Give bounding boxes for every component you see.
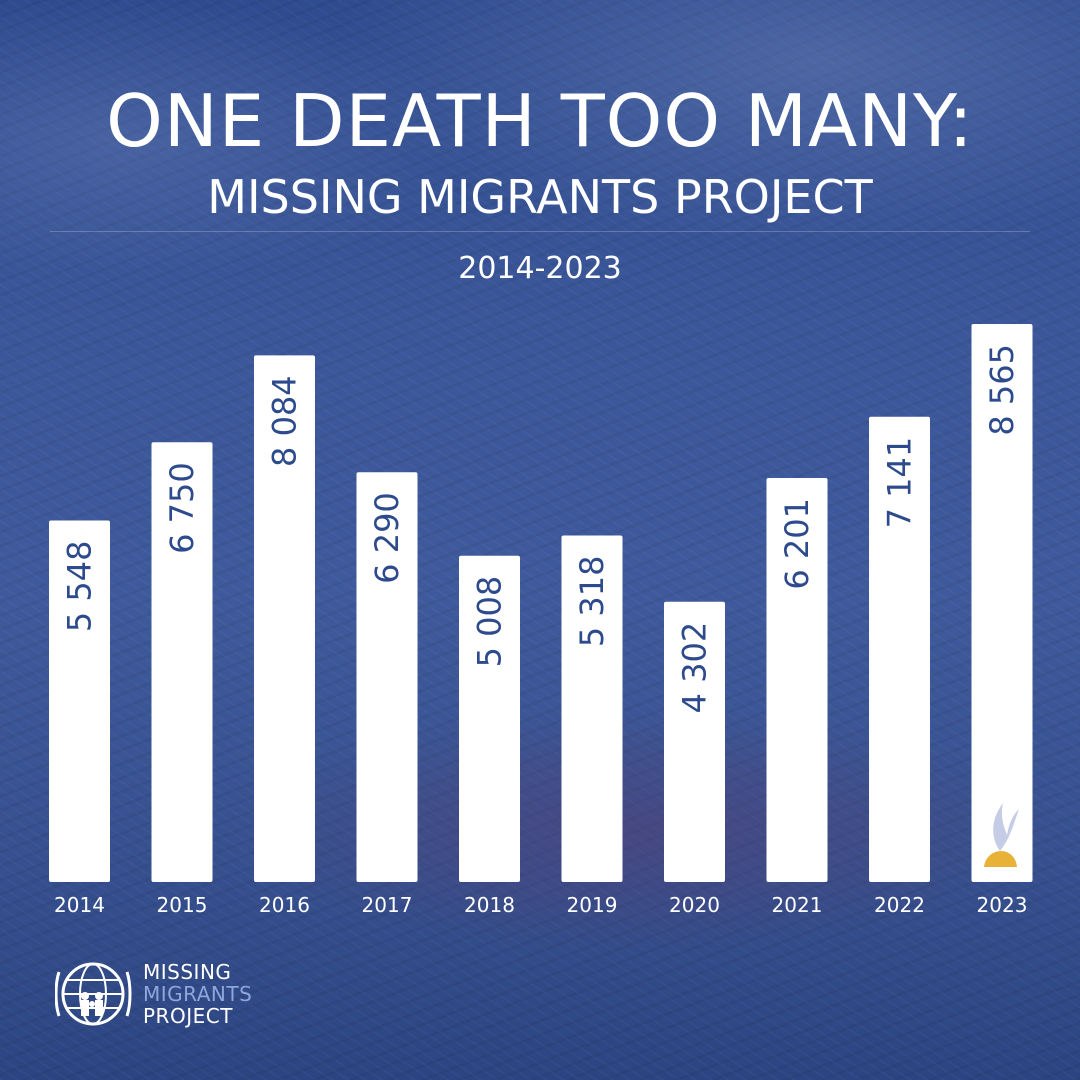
bar-2023 — [971, 324, 1033, 882]
x-axis-tick-labels: 2014 2015 2016 2017 2018 2019 2020 2021 2022 2023 — [54, 893, 1027, 917]
iom-globe-family-icon — [54, 962, 132, 1026]
x-tick-label: 2018 — [464, 893, 515, 917]
x-tick-label: 2017 — [362, 893, 413, 917]
bar-2015 — [151, 442, 213, 882]
bar-2021 — [766, 478, 828, 882]
bar-2022 — [869, 416, 930, 882]
x-tick-label: 2015 — [157, 893, 208, 917]
logo-line-missing: MISSING — [143, 960, 232, 984]
x-tick-label: 2021 — [772, 893, 823, 917]
logo-line-project: PROJECT — [143, 1004, 233, 1028]
bar-2014 — [49, 520, 110, 882]
bar-2018 — [459, 555, 520, 882]
bar-value-label: 5 548 — [61, 541, 99, 633]
bar-value-label: 8 084 — [266, 375, 304, 467]
bar-2016 — [254, 355, 315, 882]
bar-value-label: 6 201 — [778, 498, 816, 590]
bar-value-label: 5 008 — [471, 576, 509, 668]
x-tick-label: 2016 — [259, 893, 310, 917]
page-title: ONE DEATH TOO MANY: — [106, 79, 974, 163]
bar-value-label: 4 302 — [676, 622, 714, 714]
missing-migrants-logo: MISSING MIGRANTS PROJECT — [54, 958, 305, 1030]
bar-value-label: 5 318 — [573, 556, 611, 648]
x-tick-label: 2022 — [874, 893, 925, 917]
title-divider — [50, 231, 1030, 232]
period-label: 2014-2023 — [458, 251, 622, 286]
candle-flame-icon — [984, 803, 1019, 867]
bar-2020 — [664, 601, 725, 882]
logo-line-migrants: MIGRANTS — [143, 982, 253, 1006]
x-tick-label: 2014 — [54, 893, 105, 917]
bar-2019 — [561, 535, 623, 882]
bar-2017 — [356, 472, 418, 882]
x-tick-label: 2019 — [567, 893, 618, 917]
x-tick-label: 2020 — [669, 893, 720, 917]
bar-value-label: 8 565 — [983, 344, 1021, 436]
bar-value-label: 6 750 — [163, 462, 201, 554]
page-subtitle: MISSING MIGRANTS PROJECT — [207, 170, 873, 224]
bar-value-label: 7 141 — [881, 437, 919, 529]
x-tick-label: 2023 — [977, 893, 1028, 917]
bars-layer — [49, 324, 1033, 882]
value-labels-layer: 5 548 6 750 8 084 6 290 5 008 5 318 4 302 6 201… — [61, 344, 1022, 713]
bar-value-label: 6 290 — [368, 492, 406, 584]
logo-wordmark: MISSING MIGRANTS PROJECT — [143, 961, 252, 1027]
